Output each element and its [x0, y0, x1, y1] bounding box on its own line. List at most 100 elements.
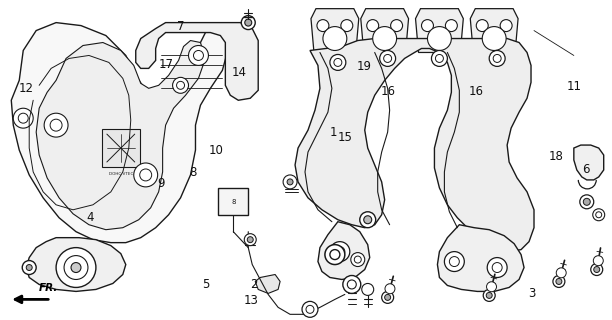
- Circle shape: [241, 16, 255, 29]
- Circle shape: [64, 256, 88, 279]
- Text: 5: 5: [202, 278, 209, 291]
- Circle shape: [334, 59, 342, 67]
- Polygon shape: [574, 145, 603, 180]
- Circle shape: [177, 81, 185, 89]
- Polygon shape: [11, 23, 228, 243]
- Circle shape: [583, 198, 590, 205]
- Text: 13: 13: [244, 294, 259, 307]
- Text: 15: 15: [338, 131, 353, 144]
- Circle shape: [483, 289, 495, 301]
- Circle shape: [71, 262, 81, 273]
- Circle shape: [595, 212, 602, 218]
- Text: 7: 7: [177, 20, 185, 33]
- Circle shape: [492, 262, 502, 273]
- Circle shape: [18, 113, 28, 123]
- Circle shape: [287, 179, 293, 185]
- Text: 3: 3: [528, 287, 535, 300]
- Polygon shape: [218, 188, 248, 215]
- Text: 11: 11: [567, 80, 581, 93]
- Text: 8: 8: [190, 166, 197, 179]
- Circle shape: [360, 212, 376, 228]
- Circle shape: [343, 276, 360, 293]
- Circle shape: [422, 20, 433, 32]
- Circle shape: [476, 20, 488, 32]
- Circle shape: [330, 54, 346, 70]
- Polygon shape: [255, 275, 280, 293]
- Circle shape: [351, 252, 365, 267]
- Polygon shape: [416, 9, 463, 52]
- Polygon shape: [360, 9, 409, 52]
- Circle shape: [50, 119, 62, 131]
- Circle shape: [486, 292, 492, 298]
- Circle shape: [44, 113, 68, 137]
- Text: 12: 12: [18, 82, 33, 95]
- Circle shape: [489, 51, 505, 67]
- Polygon shape: [470, 9, 518, 52]
- Text: 17: 17: [159, 58, 173, 71]
- Text: 10: 10: [209, 144, 224, 157]
- Circle shape: [482, 27, 506, 51]
- Circle shape: [348, 280, 356, 289]
- Circle shape: [593, 209, 605, 221]
- Circle shape: [594, 267, 600, 273]
- Text: 1: 1: [330, 126, 337, 140]
- Circle shape: [385, 294, 390, 300]
- Polygon shape: [102, 129, 140, 167]
- Circle shape: [553, 276, 565, 287]
- Circle shape: [13, 108, 33, 128]
- Circle shape: [325, 244, 345, 265]
- Polygon shape: [26, 238, 126, 292]
- Circle shape: [330, 242, 350, 261]
- Circle shape: [283, 175, 297, 189]
- Text: 18: 18: [548, 150, 563, 163]
- Circle shape: [580, 195, 594, 209]
- Circle shape: [330, 250, 340, 260]
- Text: DOHC VTEC: DOHC VTEC: [108, 172, 133, 176]
- Circle shape: [449, 257, 460, 267]
- Text: 4: 4: [86, 211, 94, 224]
- Polygon shape: [318, 222, 370, 279]
- Circle shape: [431, 51, 447, 67]
- Circle shape: [56, 248, 96, 287]
- Circle shape: [364, 216, 371, 224]
- Circle shape: [341, 20, 353, 32]
- Circle shape: [556, 278, 562, 284]
- Circle shape: [379, 51, 395, 67]
- Text: FR.: FR.: [39, 284, 59, 293]
- Circle shape: [591, 264, 603, 276]
- Polygon shape: [36, 41, 206, 230]
- Circle shape: [193, 51, 203, 60]
- Circle shape: [384, 54, 392, 62]
- Circle shape: [382, 292, 394, 303]
- Circle shape: [500, 20, 512, 32]
- Circle shape: [367, 20, 379, 32]
- Circle shape: [354, 256, 361, 263]
- Text: 6: 6: [583, 163, 590, 176]
- Polygon shape: [136, 23, 258, 100]
- Circle shape: [493, 54, 501, 62]
- Circle shape: [556, 268, 566, 278]
- Text: 14: 14: [231, 66, 247, 79]
- Circle shape: [390, 20, 403, 32]
- Circle shape: [302, 301, 318, 317]
- Circle shape: [26, 265, 32, 270]
- Circle shape: [173, 77, 188, 93]
- Circle shape: [323, 27, 347, 51]
- Polygon shape: [295, 38, 534, 252]
- Circle shape: [247, 237, 253, 243]
- Circle shape: [188, 45, 209, 65]
- Text: 8: 8: [231, 199, 236, 205]
- Circle shape: [335, 247, 345, 257]
- Text: 9: 9: [157, 177, 165, 190]
- Text: 2: 2: [250, 278, 258, 291]
- Circle shape: [244, 234, 256, 246]
- Circle shape: [245, 19, 252, 26]
- Polygon shape: [438, 225, 524, 292]
- Circle shape: [306, 305, 314, 313]
- Circle shape: [593, 256, 603, 266]
- Circle shape: [487, 282, 496, 292]
- Circle shape: [435, 54, 444, 62]
- Text: 16: 16: [469, 85, 484, 98]
- Circle shape: [487, 258, 507, 277]
- Circle shape: [317, 20, 329, 32]
